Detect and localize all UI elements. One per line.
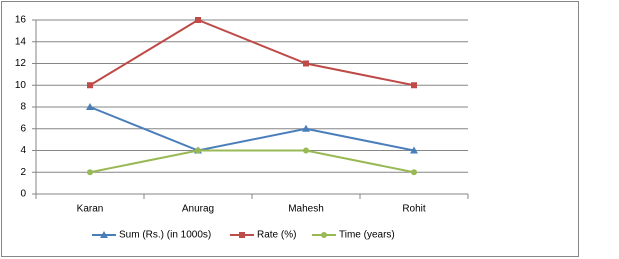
x-tick-label: Karan — [77, 204, 104, 215]
y-tick-label: 4 — [20, 145, 26, 156]
data-point — [302, 124, 310, 132]
data-point — [195, 147, 201, 154]
y-tick-label: 8 — [20, 102, 26, 113]
series-line — [89, 106, 415, 152]
y-tick-label: 6 — [20, 123, 26, 134]
y-tick-label: 10 — [15, 80, 27, 91]
legend-marker — [100, 231, 108, 238]
y-tick-label: 2 — [20, 167, 26, 178]
series-line — [89, 18, 415, 87]
y-tick-label: 0 — [20, 189, 26, 200]
data-point — [86, 103, 94, 110]
x-tick-label: Rohit — [402, 204, 426, 215]
data-point — [410, 146, 418, 154]
y-tick-label: 12 — [15, 58, 27, 69]
data-point — [195, 17, 201, 23]
legend-label: Time (years) — [339, 230, 395, 241]
data-point — [87, 169, 93, 176]
data-point — [87, 82, 93, 89]
y-tick-label: 16 — [15, 15, 27, 26]
legend-label: Sum (Rs.) (in 1000s) — [119, 230, 211, 241]
x-tick-label: Anurag — [182, 204, 214, 215]
y-tick-label: 14 — [15, 36, 27, 47]
data-point — [303, 60, 309, 67]
data-point — [411, 82, 417, 89]
data-point — [303, 147, 309, 154]
legend-marker — [321, 232, 327, 238]
data-point — [411, 169, 417, 176]
legend-marker — [239, 232, 245, 238]
legend-label: Rate (%) — [257, 230, 296, 241]
x-tick-label: Mahesh — [288, 204, 324, 215]
series-line — [89, 149, 415, 174]
